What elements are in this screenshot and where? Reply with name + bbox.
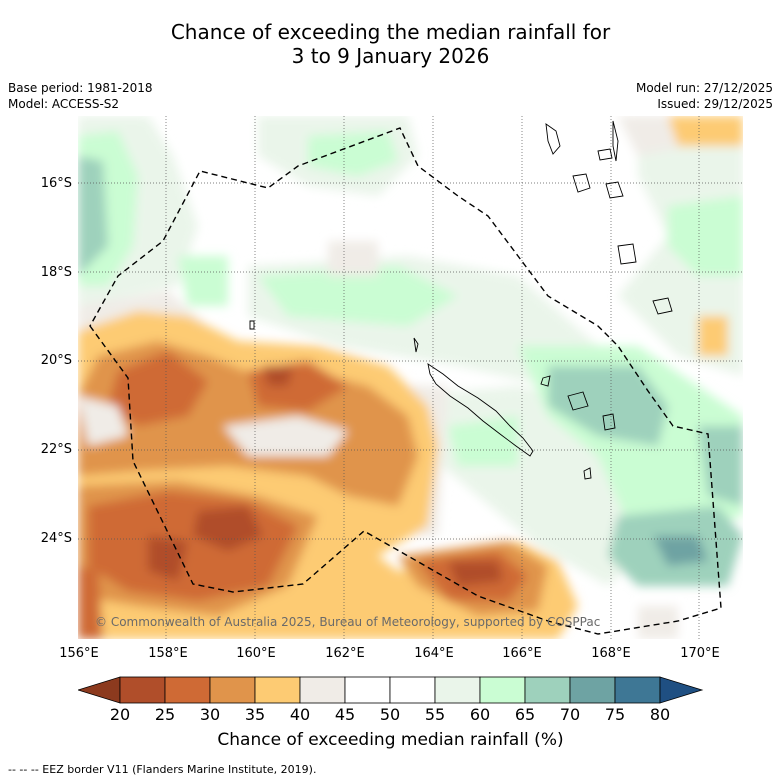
base-period: Base period: 1981-2018: [8, 81, 153, 95]
colorbar-tick-label: 40: [289, 705, 311, 724]
colorbar-segment: [524, 676, 571, 704]
lon-label: 158°E: [148, 646, 188, 661]
colorbar-segment: [434, 676, 481, 704]
colorbar-tick-label: 30: [199, 705, 221, 724]
zone-65-70-west: [78, 156, 108, 276]
colorbar-segment: [479, 676, 526, 704]
colorbar-segment: [209, 676, 256, 704]
rainfall-map: [78, 116, 743, 639]
vanuatu-island-1: [545, 123, 561, 155]
zone-20-25-d: [263, 366, 293, 386]
colorbar-tick-label: 25: [154, 705, 176, 724]
colorbar-segment: [614, 676, 661, 704]
zone-65-70-loyalty: [548, 366, 668, 446]
lat-label: 20°S: [40, 353, 72, 368]
loyalty-island-1: [540, 375, 551, 387]
vanuatu-island-7: [652, 297, 673, 315]
zone-60-65-nw: [178, 256, 228, 306]
model-run: Model run: 27/12/2025: [635, 81, 773, 95]
zone-40-45-hole-west: [78, 396, 128, 446]
lat-label: 24°S: [40, 531, 72, 546]
meta-right: Model run: 27/12/2025 Issued: 29/12/2025: [636, 80, 773, 112]
colorbar-segment: [299, 676, 346, 704]
lon-label: 156°E: [59, 646, 99, 661]
chart-title: Chance of exceeding the median rainfall …: [0, 20, 781, 68]
eez-footnote: -- -- -- EEZ border V11 (Flanders Marine…: [8, 763, 317, 776]
zone-60-65-north: [308, 131, 398, 176]
colorbar-extend-high: [659, 676, 704, 704]
zone-40-45-sse: [638, 606, 678, 639]
vanuatu-island-4: [572, 173, 591, 193]
colorbar-tick-label: 55: [424, 705, 446, 724]
lon-label: 162°E: [325, 646, 365, 661]
colorbar: [78, 676, 704, 704]
zone-25-30-edge: [78, 566, 103, 639]
lat-label: 22°S: [40, 442, 72, 457]
colorbar-title: Chance of exceeding median rainfall (%): [217, 730, 564, 750]
coastlines: [249, 120, 673, 480]
colorbar-segment: [164, 676, 211, 704]
lat-label: 18°S: [40, 265, 72, 280]
reef-islet: [413, 337, 419, 353]
colorbar-segment: [569, 676, 616, 704]
lon-label: 160°E: [236, 646, 276, 661]
vanuatu-island-3: [612, 120, 619, 162]
lat-label: 16°S: [40, 176, 72, 191]
zone-60-65-ne: [668, 196, 743, 276]
zone-35-40-east: [698, 316, 728, 356]
lon-label: 164°E: [414, 646, 454, 661]
zone-20-25-c: [448, 561, 503, 586]
zone-20-25-b: [148, 536, 188, 581]
colorbar-segment: [389, 676, 436, 704]
graticule: [78, 116, 743, 639]
zone-60-65-mid: [448, 416, 518, 466]
colorbar-extend-low: [78, 676, 121, 704]
zone-35-40-ne: [668, 116, 743, 146]
vanuatu-island-6: [617, 243, 637, 265]
colorbar-segment: [254, 676, 301, 704]
lon-label: 166°E: [502, 646, 542, 661]
zone-60-65-centre: [258, 266, 458, 326]
colorbar-tick-label: 75: [604, 705, 626, 724]
colorbar-tick-label: 70: [559, 705, 581, 724]
colorbar-tick-label: 35: [244, 705, 266, 724]
colorbar-segment: [344, 676, 391, 704]
zone-40-45-centre: [328, 241, 378, 276]
model-name: Model: ACCESS-S2: [8, 97, 120, 111]
title-line-1: Chance of exceeding the median rainfall …: [170, 20, 611, 44]
chesterfield-island: [249, 320, 255, 330]
zone-40-45-hole: [223, 416, 348, 456]
zone-40-45-ne: [618, 116, 688, 156]
colorbar-tick-label: 50: [379, 705, 401, 724]
isle-of-pines: [583, 467, 592, 480]
title-line-2: 3 to 9 January 2026: [291, 44, 490, 68]
colorbar-tick-label: 60: [469, 705, 491, 724]
loyalty-island-3: [602, 413, 616, 431]
colorbar-tick-label: 80: [649, 705, 671, 724]
issued-date: Issued: 29/12/2025: [657, 97, 773, 111]
lon-label: 170°E: [680, 646, 720, 661]
vanuatu-island-5: [605, 181, 624, 199]
new-caledonia-coast: [427, 363, 534, 457]
meta-left: Base period: 1981-2018 Model: ACCESS-S2: [8, 80, 153, 112]
zone-70-75-se: [653, 536, 708, 566]
zone-25-30-a: [108, 351, 208, 426]
vanuatu-island-2: [597, 148, 613, 161]
copyright-text: © Commonwealth of Australia 2025, Bureau…: [95, 615, 601, 629]
zone-20-25-a: [193, 506, 263, 551]
eez-border: [89, 127, 722, 635]
loyalty-island-2: [567, 391, 589, 411]
colorbar-segment: [119, 676, 166, 704]
lon-label: 168°E: [591, 646, 631, 661]
colorbar-tick-label: 65: [514, 705, 536, 724]
colorbar-tick-label: 20: [109, 705, 131, 724]
colorbar-tick-label: 45: [334, 705, 356, 724]
